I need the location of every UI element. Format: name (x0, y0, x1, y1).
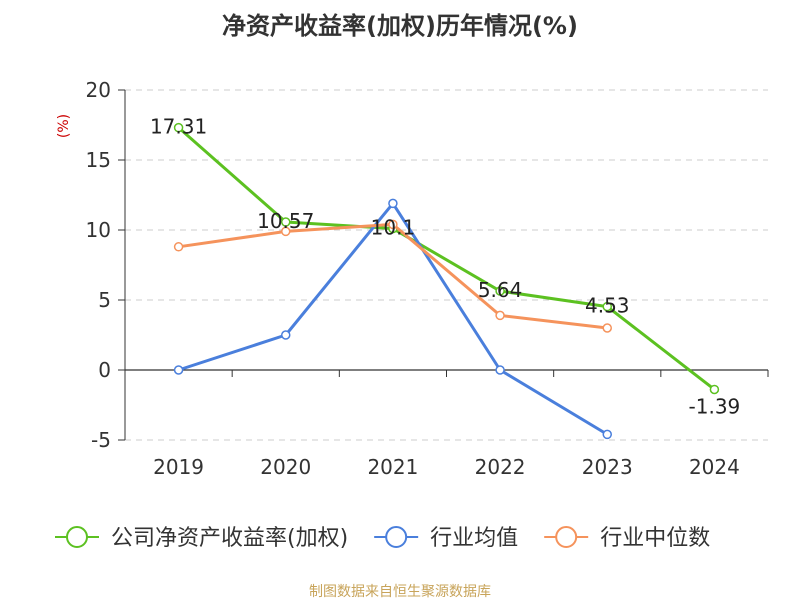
y-tick-label: 20 (86, 78, 111, 102)
data-point (281, 330, 291, 340)
x-tick-label: 2022 (475, 455, 526, 479)
data-point (388, 219, 398, 230)
y-tick-label: 15 (86, 148, 111, 172)
y-tick-label: -5 (91, 428, 111, 452)
x-tick-label: 2020 (260, 455, 311, 479)
y-tick-label: 10 (86, 218, 111, 242)
chart-title: 净资产收益率(加权)历年情况(%) (222, 12, 578, 40)
data-label: 4.53 (585, 294, 630, 318)
data-point (602, 301, 612, 312)
data-label: -1.39 (689, 394, 741, 418)
legend-marker-icon (385, 526, 408, 548)
data-point (173, 365, 184, 375)
data-point (281, 217, 291, 227)
data-point (602, 323, 612, 333)
series-line-3 (178, 222, 608, 330)
data-point (173, 242, 184, 252)
y-axis-label: (%) (56, 114, 72, 138)
data-point (495, 310, 505, 321)
axes: -5 0 5 10 15 20 2019 2020 2021 2022 2023 2024 (86, 78, 769, 479)
data-point (388, 198, 398, 209)
legend-label: 行业均值 (430, 526, 518, 551)
series-line-1 (177, 126, 716, 391)
x-tick-label: 2019 (153, 455, 204, 479)
data-point (173, 122, 184, 133)
data-labels: 17.31 10.57 10.1 5.64 4.53 -1.39 (150, 115, 740, 419)
x-tick-label: 2021 (367, 455, 418, 479)
data-point (495, 286, 505, 296)
y-tick-label: 0 (98, 358, 111, 382)
x-tick-label: 2024 (689, 455, 740, 479)
x-tick-label: 2023 (582, 455, 633, 479)
data-point (281, 226, 291, 237)
legend-label: 行业中位数 (600, 526, 710, 551)
data-label: 5.64 (478, 278, 523, 302)
data-label: 10.57 (257, 209, 314, 233)
legend-label: 公司净资产收益率(加权) (111, 526, 348, 551)
source-note: 制图数据来自恒生聚源数据库 (309, 584, 491, 600)
grid-lines (125, 89, 768, 441)
data-point (495, 365, 505, 375)
data-label: 10.1 (371, 216, 416, 240)
y-tick-label: 5 (98, 288, 111, 312)
data-point (602, 429, 612, 440)
legend-marker-icon (555, 526, 578, 548)
series-lines (173, 122, 720, 440)
data-label: 17.31 (150, 115, 207, 139)
legend: 公司净资产收益率(加权) 行业均值 行业中位数 (55, 526, 710, 551)
data-point (709, 384, 720, 395)
legend-marker-icon (66, 526, 88, 548)
